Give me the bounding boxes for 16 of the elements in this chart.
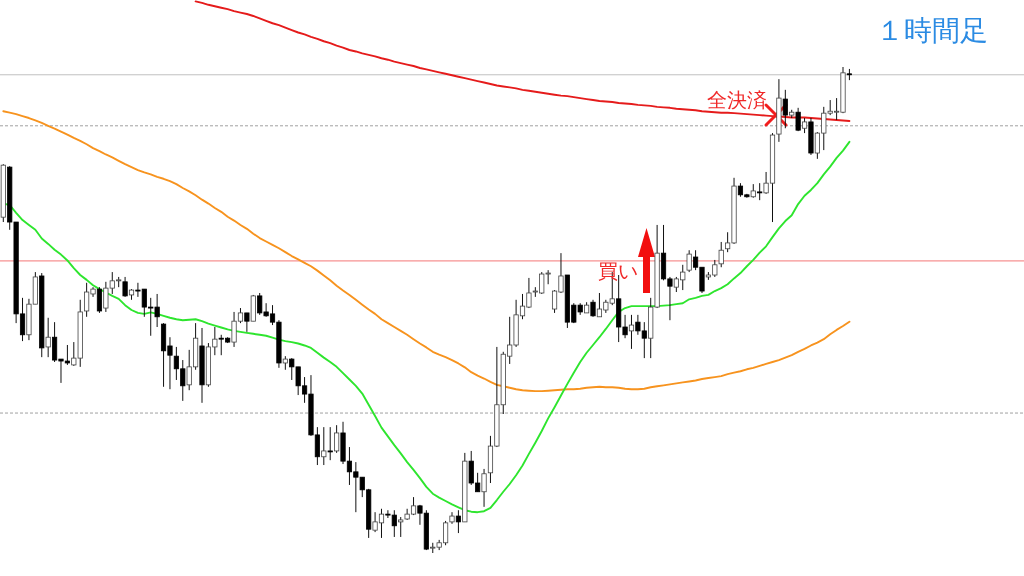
candlestick — [686, 249, 692, 273]
candlestick — [45, 317, 51, 358]
text: １時間足 — [876, 14, 988, 47]
candlestick — [782, 89, 788, 129]
annotation: 買い — [598, 259, 638, 283]
annotation: 全決済 — [707, 88, 767, 112]
candlestick — [244, 312, 250, 333]
candlestick — [321, 426, 327, 466]
candlestick — [628, 314, 635, 350]
candlestick — [455, 509, 461, 534]
candlestick — [122, 276, 128, 298]
candlestick — [334, 424, 340, 454]
candlestick — [718, 241, 724, 268]
candlestick — [481, 468, 487, 508]
candlestick — [96, 286, 103, 314]
candlestick — [327, 426, 333, 461]
